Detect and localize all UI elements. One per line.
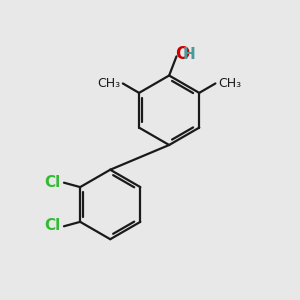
Text: CH₃: CH₃ — [98, 77, 121, 90]
Text: Cl: Cl — [44, 218, 60, 233]
Text: H: H — [182, 46, 195, 62]
Text: O: O — [175, 45, 189, 63]
Text: CH₃: CH₃ — [218, 77, 241, 90]
Text: Cl: Cl — [44, 175, 60, 190]
